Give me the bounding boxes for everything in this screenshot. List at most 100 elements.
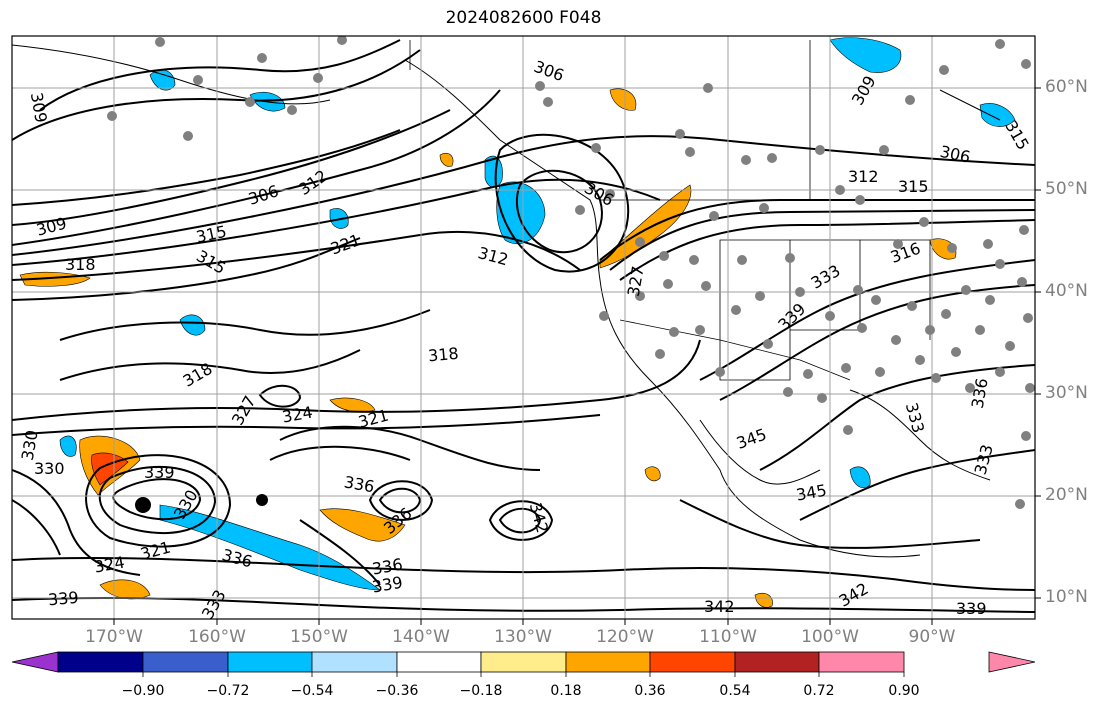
graticule [12,36,1035,619]
colorbar-segment [57,651,144,673]
contour-label: 306 [938,142,972,167]
lat-ticks [1035,87,1041,599]
contour-label: 321 [328,230,363,258]
contour-label: 309 [34,214,68,240]
contour-label: 339 [144,463,175,482]
lat-label: 30°N [1045,383,1088,403]
contour-label: 342 [836,579,872,611]
colorbar-segment [311,651,398,673]
contour-label: 336 [968,377,992,410]
lon-label: 110°W [699,627,757,647]
contour-label: 342 [704,597,735,616]
colorbar-extend-min [11,651,59,673]
colorbar-tick-label: 0.72 [803,683,835,699]
colorbar-tick-label: −0.90 [121,683,165,699]
low-center-marker [135,497,151,513]
lat-label: 50°N [1045,179,1088,199]
contour-label: 339 [47,588,79,610]
colorbar-tick-label: −0.36 [375,683,419,699]
shade-positive [644,466,661,482]
shade-positive [754,592,773,608]
contour-label: 315 [193,246,229,278]
colorbar-tick-label: 0.18 [550,683,582,699]
contour-label: 318 [427,344,459,366]
colorbar-tick-label: 0.36 [634,683,666,699]
contour-label: 339 [774,299,809,334]
contour-label: 315 [194,222,228,247]
lat-label: 20°N [1045,485,1088,505]
shade-negative [159,504,381,591]
shade-negative [979,103,1016,127]
lon-label: 130°W [494,627,552,647]
contour-label: 312 [476,243,510,269]
contour-label-group: 309 306 309 315 321 306 312 315 321 318 … [18,57,1033,622]
lon-label: 90°W [908,627,956,647]
contour-label: 315 [898,177,929,196]
colorbar-segment [818,651,905,673]
shade-negative [179,314,206,336]
colorbar-segment [396,651,482,673]
contour-label: 309 [27,91,51,124]
lon-label: 120°W [596,627,654,647]
lon-label: 100°W [801,627,859,647]
contour-label: 333 [808,261,844,293]
contour-label: 327 [624,265,648,298]
colorbar-tick-label: 0.54 [719,683,751,699]
colorbar-segment [142,651,229,673]
colorbar-tick-label: −0.18 [459,683,503,699]
lon-label: 150°W [290,627,348,647]
contour-label: 333 [198,586,230,622]
shade-negative [496,181,546,245]
shade-positive [99,579,151,600]
shade-negative [59,435,77,457]
colorbar-extend-max [988,651,1036,673]
contour-lines [12,39,1035,613]
contour-label: 333 [971,442,997,476]
contour-label: 318 [65,255,96,274]
contour-label: 339 [371,573,404,597]
contour-label: 342 [526,501,552,535]
shade-positive [329,397,376,413]
borders [409,40,1035,381]
chart-title: 2024082600 F048 [445,8,602,28]
lat-label: 10°N [1045,587,1088,607]
colorbar-segment [480,651,567,673]
colorbar-segment [565,651,651,673]
contour-label: 306 [246,181,281,209]
contour-label: 345 [734,425,769,453]
colorbar-segment [227,651,313,673]
lon-label: 140°W [392,627,450,647]
coastlines [12,44,1001,558]
contour-label: 330 [18,429,42,462]
contour-label: 312 [848,167,879,186]
contour-label: 330 [34,459,65,478]
shade-negative [849,466,871,489]
island-marker [256,494,268,506]
contour-label: 336 [343,472,376,496]
contour-label: 333 [902,401,928,435]
shade-negative [829,37,902,73]
colorbar-tick-label: 0.90 [888,683,920,699]
colorbar-segment [649,651,736,673]
contour-label: 327 [228,392,260,428]
lon-label: 170°W [85,627,143,647]
shade-positive [319,508,406,542]
colorbar [11,651,1036,677]
shade-positive [609,88,637,111]
shade-positive [439,152,454,167]
colorbar-tick-label: −0.72 [206,683,250,699]
contour-label: 345 [795,481,828,505]
contour-label: 324 [93,553,126,577]
lat-label: 60°N [1045,77,1088,97]
contour-label: 306 [531,57,566,85]
contour-label: 312 [295,166,331,199]
contour-label: 339 [956,599,987,618]
colorbar-segment [734,651,820,673]
contour-label: 324 [281,403,314,427]
lon-label: 160°W [188,627,246,647]
lon-ticks [113,619,933,625]
contour-label: 309 [848,72,880,108]
lat-label: 40°N [1045,281,1088,301]
station-dots [107,36,1035,509]
